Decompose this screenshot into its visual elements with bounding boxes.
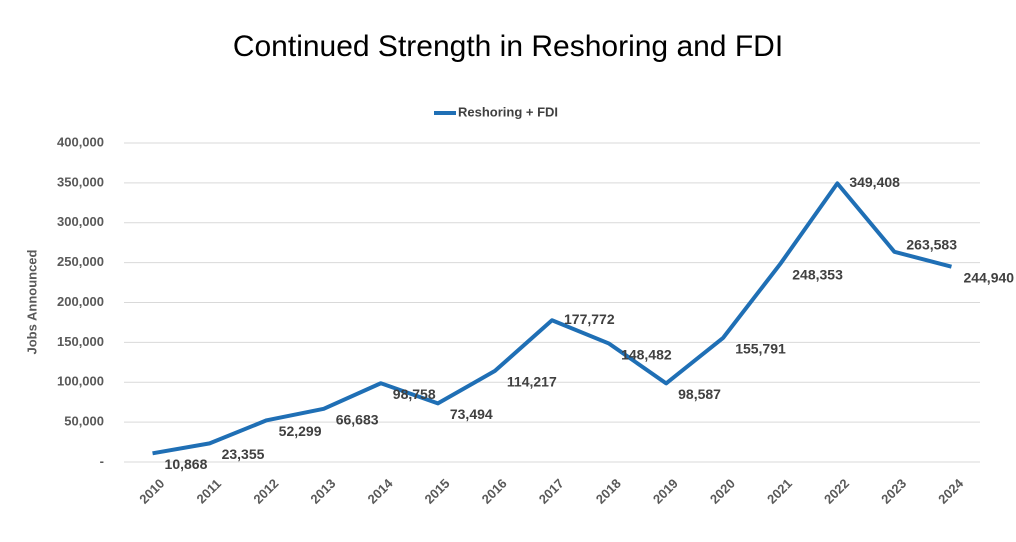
x-tick-label: 2010 bbox=[136, 476, 167, 507]
data-label: 177,772 bbox=[564, 311, 615, 327]
y-tick-label: - bbox=[100, 453, 104, 468]
data-label: 148,482 bbox=[621, 346, 672, 362]
y-tick-label: 350,000 bbox=[57, 174, 104, 189]
y-tick-label: 150,000 bbox=[57, 334, 104, 349]
chart-title: Continued Strength in Reshoring and FDI bbox=[233, 30, 783, 63]
y-tick-label: 250,000 bbox=[57, 254, 104, 269]
x-tick-label: 2015 bbox=[422, 476, 453, 507]
x-tick-label: 2023 bbox=[878, 476, 909, 507]
data-label: 52,299 bbox=[279, 423, 322, 439]
data-label: 98,587 bbox=[678, 386, 721, 402]
x-tick-label: 2013 bbox=[307, 476, 338, 507]
x-tick-label: 2017 bbox=[536, 476, 567, 507]
x-tick-label: 2021 bbox=[764, 476, 795, 507]
data-label: 244,940 bbox=[963, 269, 1014, 285]
y-axis-title: Jobs Announced bbox=[24, 249, 39, 354]
x-tick-label: 2024 bbox=[935, 475, 967, 507]
y-tick-label: 50,000 bbox=[64, 414, 104, 429]
legend-label: Reshoring + FDI bbox=[458, 104, 558, 119]
x-tick-label: 2016 bbox=[479, 476, 510, 507]
data-label: 349,408 bbox=[849, 174, 900, 190]
data-label: 248,353 bbox=[792, 267, 843, 283]
data-label: 155,791 bbox=[735, 340, 786, 356]
y-tick-label: 200,000 bbox=[57, 294, 104, 309]
data-label: 10,868 bbox=[165, 456, 208, 472]
data-label: 23,355 bbox=[222, 446, 265, 462]
data-label: 263,583 bbox=[906, 236, 957, 252]
x-tick-label: 2012 bbox=[250, 476, 281, 507]
x-tick-label: 2014 bbox=[365, 475, 397, 507]
y-tick-label: 100,000 bbox=[57, 374, 104, 389]
data-label: 98,758 bbox=[393, 386, 436, 402]
x-tick-label: 2018 bbox=[593, 476, 624, 507]
x-tick-label: 2011 bbox=[194, 476, 225, 507]
x-tick-label: 2022 bbox=[821, 476, 852, 507]
y-tick-label: 300,000 bbox=[57, 214, 104, 229]
x-tick-label: 2019 bbox=[650, 476, 681, 507]
data-label: 114,217 bbox=[507, 374, 557, 390]
data-label: 73,494 bbox=[450, 406, 493, 422]
x-tick-label: 2020 bbox=[707, 476, 738, 507]
y-tick-label: 400,000 bbox=[57, 134, 104, 149]
data-line bbox=[152, 181, 952, 456]
data-label: 66,683 bbox=[336, 412, 379, 428]
